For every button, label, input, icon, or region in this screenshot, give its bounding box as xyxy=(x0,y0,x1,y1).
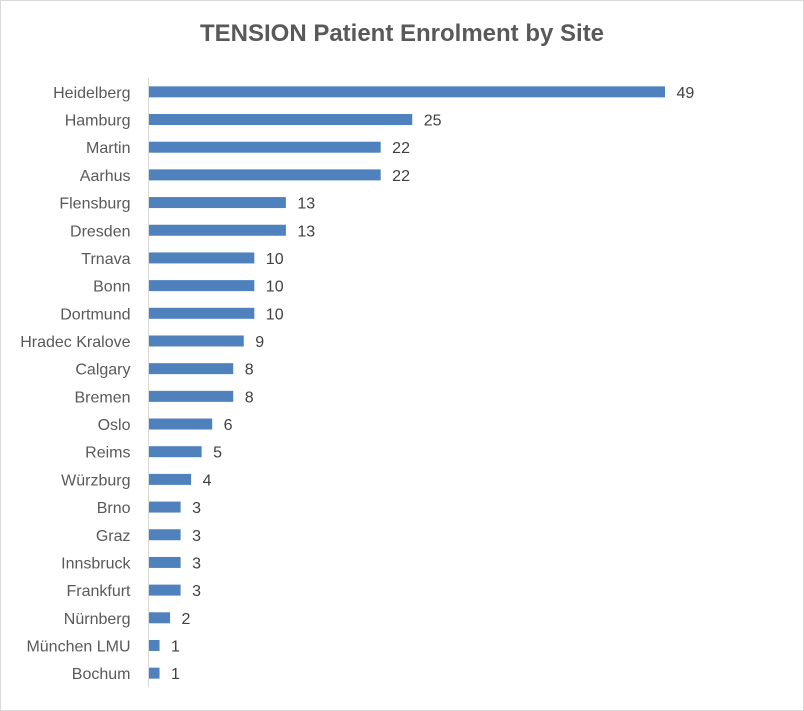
category-label: Graz xyxy=(96,528,131,545)
category-label: Trnava xyxy=(81,251,130,268)
category-label: Nürnberg xyxy=(64,611,131,628)
data-label: 8 xyxy=(245,362,254,379)
data-label: 2 xyxy=(182,611,191,628)
category-label: Bochum xyxy=(72,666,131,683)
data-label: 9 xyxy=(255,334,264,351)
data-label: 3 xyxy=(192,528,201,545)
bar xyxy=(149,363,234,375)
category-label: Dresden xyxy=(70,223,130,240)
bar xyxy=(149,418,213,430)
category-label: München LMU xyxy=(26,638,130,655)
category-label: Reims xyxy=(85,445,130,462)
bar xyxy=(149,335,244,347)
category-label: Innsbruck xyxy=(61,555,131,572)
data-label: 22 xyxy=(392,140,410,157)
bar xyxy=(149,639,160,651)
category-label: Würzburg xyxy=(61,472,130,489)
bar xyxy=(149,584,181,596)
category-label: Oslo xyxy=(98,417,131,434)
category-label: Bremen xyxy=(74,389,130,406)
bar xyxy=(149,473,192,485)
data-label: 13 xyxy=(297,223,315,240)
bar xyxy=(149,390,234,402)
data-label: 22 xyxy=(392,168,410,185)
bar xyxy=(149,114,413,126)
category-label: Calgary xyxy=(75,362,130,379)
data-label: 3 xyxy=(192,555,201,572)
data-label: 10 xyxy=(266,279,284,296)
category-label: Hamburg xyxy=(65,113,131,130)
data-label: 25 xyxy=(424,113,442,130)
data-label: 1 xyxy=(171,666,180,683)
bar xyxy=(149,86,665,98)
bar xyxy=(149,224,286,236)
bar xyxy=(149,307,255,319)
data-label: 5 xyxy=(213,445,222,462)
bar xyxy=(149,667,160,679)
data-label: 8 xyxy=(245,389,254,406)
category-label: Bonn xyxy=(93,279,130,296)
category-label: Brno xyxy=(97,500,131,517)
bar xyxy=(149,529,181,541)
bar xyxy=(149,446,202,458)
data-label: 10 xyxy=(266,306,284,323)
category-label: Flensburg xyxy=(59,196,130,213)
bar xyxy=(149,612,171,624)
data-label: 13 xyxy=(297,196,315,213)
bar xyxy=(149,252,255,264)
data-label: 10 xyxy=(266,251,284,268)
data-label: 6 xyxy=(224,417,233,434)
chart-title: TENSION Patient Enrolment by Site xyxy=(199,20,605,47)
category-label: Aarhus xyxy=(80,168,131,185)
data-label: 49 xyxy=(677,85,695,102)
category-label: Hradec Kralove xyxy=(20,334,130,351)
bar xyxy=(149,197,286,209)
category-label: Frankfurt xyxy=(66,583,131,600)
category-label: Martin xyxy=(86,140,130,157)
bar xyxy=(149,556,181,568)
data-label: 3 xyxy=(192,500,201,517)
data-label: 1 xyxy=(171,638,180,655)
bar xyxy=(149,280,255,292)
bar xyxy=(149,501,181,513)
data-label: 3 xyxy=(192,583,201,600)
category-label: Heidelberg xyxy=(53,85,130,102)
data-label: 4 xyxy=(203,472,212,489)
bar xyxy=(149,169,381,181)
category-label: Dortmund xyxy=(60,306,130,323)
bar xyxy=(149,141,381,153)
